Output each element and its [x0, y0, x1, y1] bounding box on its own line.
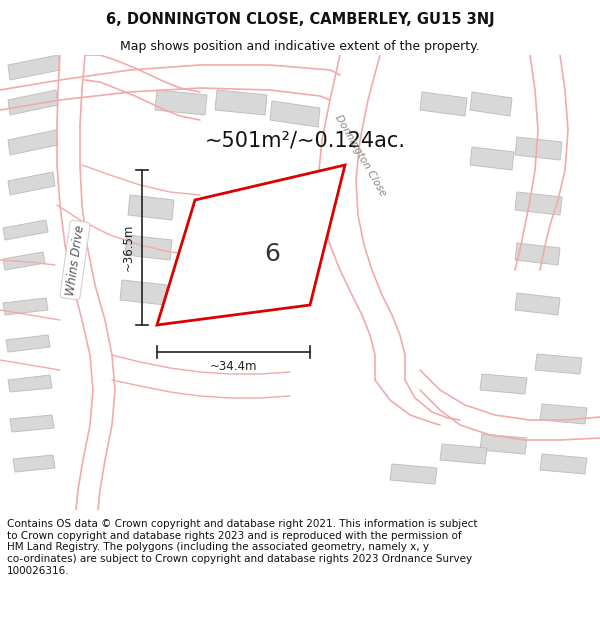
- Polygon shape: [128, 195, 174, 220]
- Polygon shape: [515, 192, 562, 215]
- Polygon shape: [8, 130, 58, 155]
- Text: ~34.4m: ~34.4m: [210, 361, 257, 374]
- Polygon shape: [6, 335, 50, 352]
- Text: 6, DONNINGTON CLOSE, CAMBERLEY, GU15 3NJ: 6, DONNINGTON CLOSE, CAMBERLEY, GU15 3NJ: [106, 12, 494, 27]
- Text: Map shows position and indicative extent of the property.: Map shows position and indicative extent…: [120, 39, 480, 52]
- Polygon shape: [120, 280, 167, 305]
- Polygon shape: [270, 101, 320, 127]
- Polygon shape: [390, 464, 437, 484]
- Polygon shape: [8, 90, 58, 115]
- Polygon shape: [470, 147, 514, 170]
- Polygon shape: [420, 92, 467, 116]
- Polygon shape: [480, 374, 527, 394]
- Polygon shape: [470, 92, 512, 116]
- Polygon shape: [540, 454, 587, 474]
- Text: Donnington Close: Donnington Close: [332, 112, 388, 198]
- Polygon shape: [440, 444, 487, 464]
- Polygon shape: [3, 298, 48, 315]
- Polygon shape: [540, 404, 587, 424]
- Polygon shape: [8, 55, 60, 80]
- Text: Contains OS data © Crown copyright and database right 2021. This information is : Contains OS data © Crown copyright and d…: [7, 519, 478, 576]
- Polygon shape: [3, 220, 48, 240]
- Text: Whins Drive: Whins Drive: [64, 224, 86, 296]
- Polygon shape: [215, 90, 267, 115]
- Text: 6: 6: [264, 242, 280, 266]
- Polygon shape: [157, 165, 345, 325]
- Text: ~501m²/~0.124ac.: ~501m²/~0.124ac.: [205, 130, 406, 150]
- Polygon shape: [8, 172, 55, 195]
- Polygon shape: [3, 252, 45, 270]
- Polygon shape: [8, 375, 52, 392]
- Polygon shape: [13, 455, 55, 472]
- Polygon shape: [515, 293, 560, 315]
- Polygon shape: [535, 354, 582, 374]
- Polygon shape: [10, 415, 54, 432]
- Polygon shape: [155, 90, 207, 115]
- Polygon shape: [515, 137, 562, 160]
- Polygon shape: [515, 243, 560, 265]
- Text: ~36.5m: ~36.5m: [121, 224, 134, 271]
- Polygon shape: [125, 235, 172, 260]
- Polygon shape: [480, 434, 527, 454]
